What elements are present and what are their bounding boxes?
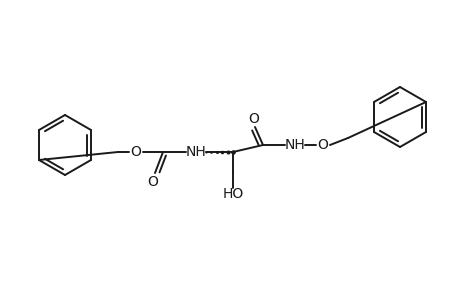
Text: NH: NH [185, 145, 206, 159]
Text: O: O [147, 175, 158, 189]
Text: O: O [130, 145, 141, 159]
Text: HO: HO [222, 187, 243, 201]
Text: O: O [317, 138, 328, 152]
Text: O: O [248, 112, 259, 126]
Text: NH: NH [284, 138, 305, 152]
